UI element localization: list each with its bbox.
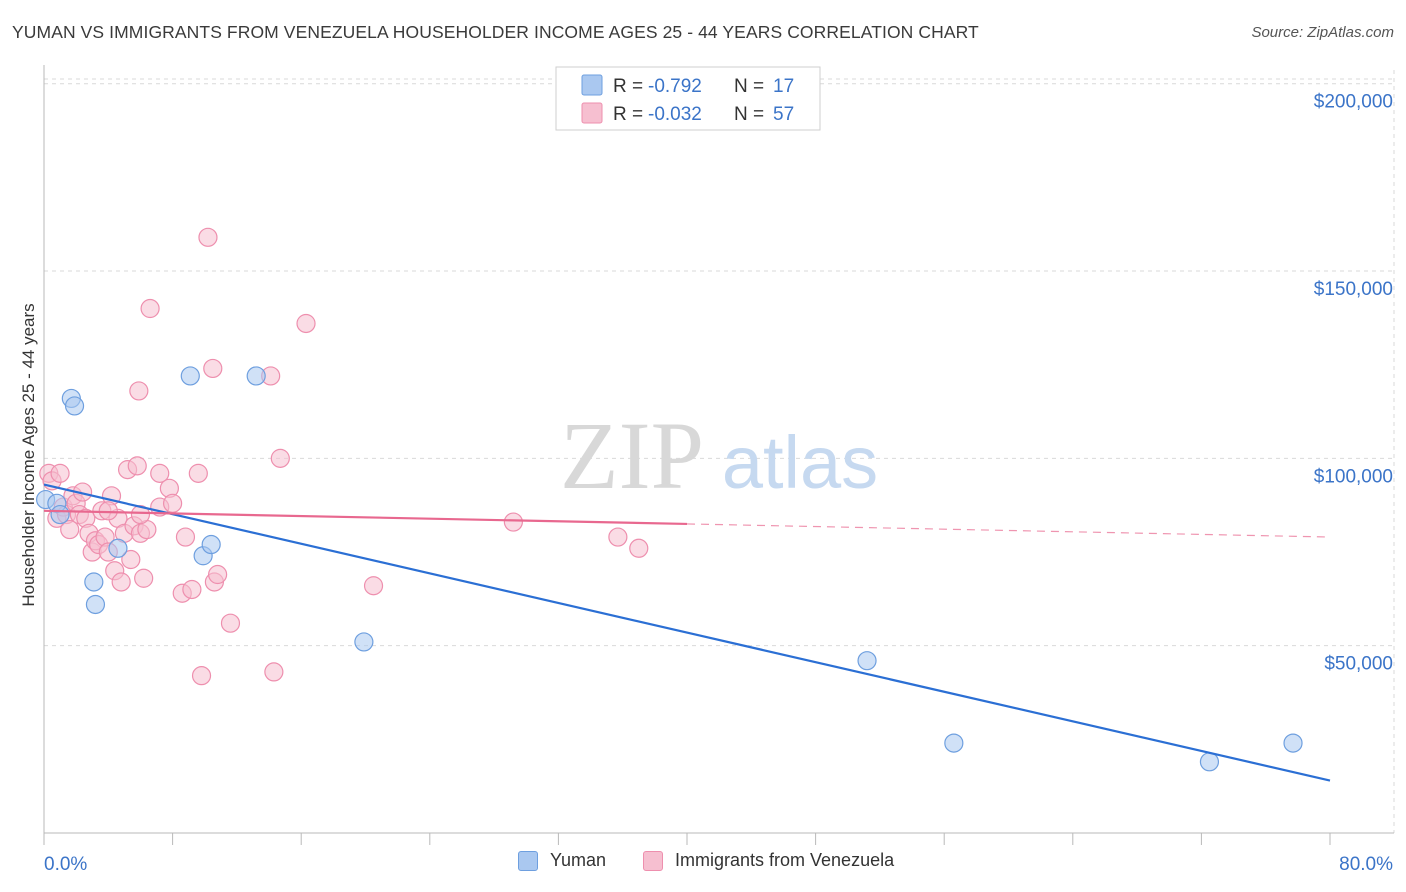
point-venezuela — [191, 666, 212, 686]
legend-n-label-venezuela: N = — [734, 104, 764, 125]
point-yuman — [1199, 752, 1220, 772]
point-venezuela — [60, 519, 80, 540]
legend-swatch-venezuela — [581, 102, 603, 124]
point-yuman — [857, 651, 877, 671]
point-venezuela — [203, 358, 223, 379]
point-venezuela — [98, 501, 118, 521]
point-venezuela — [198, 227, 218, 247]
y-axis-label: Householder Income Ages 25 - 44 years — [19, 303, 38, 606]
legend-label-yuman: Yuman — [550, 850, 607, 870]
point-venezuela — [188, 463, 208, 483]
point-venezuela — [220, 613, 241, 633]
point-venezuela — [50, 463, 70, 483]
legend-n-value-venezuela: 57 — [773, 104, 794, 125]
trend-lines — [43, 483, 1331, 782]
chart-title: YUMAN VS IMMIGRANTS FROM VENEZUELA HOUSE… — [12, 22, 979, 42]
legend-n-value-yuman: 17 — [773, 76, 794, 97]
point-yuman — [64, 396, 85, 416]
point-yuman — [246, 366, 266, 386]
trend-line-yuman — [43, 483, 1331, 782]
point-venezuela — [296, 313, 316, 334]
correlation-legend: R = -0.792 N = 17 R = -0.032 N = 57 — [555, 66, 821, 131]
legend-r-label-yuman: R = — [613, 76, 643, 97]
watermark-zip: ZIP — [560, 402, 704, 509]
point-venezuela — [130, 504, 151, 525]
point-venezuela — [129, 381, 149, 401]
point-venezuela — [363, 576, 384, 596]
point-yuman — [85, 594, 106, 615]
series-legend: Yuman Immigrants from Venezuela — [0, 850, 1406, 880]
y-tick-labels: $50,000 $100,000 $150,000 $200,000 — [1314, 92, 1393, 675]
x-tick-labels: 0.0% 80.0% — [44, 854, 1393, 875]
trend-line-venezuela — [43, 509, 688, 526]
x-tick-label-max: 80.0% — [1339, 854, 1393, 875]
point-venezuela — [150, 463, 170, 483]
point-venezuela — [264, 662, 284, 682]
point-yuman — [1283, 733, 1303, 753]
point-venezuela — [163, 493, 183, 513]
trend-line-venezuela-dashed — [686, 523, 1331, 538]
point-venezuela — [608, 527, 628, 547]
legend-swatch-yuman — [581, 74, 603, 96]
y-tick-label: $150,000 — [1314, 279, 1393, 300]
point-venezuela — [121, 549, 141, 570]
point-venezuela — [127, 456, 147, 476]
point-venezuela — [270, 448, 290, 468]
point-yuman — [944, 733, 964, 753]
point-venezuela — [208, 564, 228, 585]
point-venezuela — [111, 572, 131, 592]
watermark: ZIP atlas — [560, 402, 878, 509]
watermark-atlas: atlas — [722, 421, 878, 504]
point-venezuela — [175, 527, 196, 547]
point-yuman — [354, 632, 374, 652]
point-venezuela — [503, 512, 523, 532]
x-tick-label-min: 0.0% — [44, 854, 87, 875]
y-tick-label: $200,000 — [1314, 92, 1393, 113]
point-yuman — [108, 538, 128, 558]
legend-n-label-yuman: N = — [734, 76, 764, 97]
legend-item-yuman: Yuman — [518, 850, 606, 871]
point-venezuela — [140, 298, 160, 319]
legend-label-venezuela: Immigrants from Venezuela — [675, 850, 895, 870]
point-yuman — [180, 366, 200, 386]
point-yuman — [50, 504, 70, 525]
y-tick-label: $100,000 — [1314, 466, 1393, 487]
y-tick-label: $50,000 — [1324, 654, 1393, 675]
legend-swatch-venezuela — [643, 850, 663, 871]
legend-r-value-yuman: -0.792 — [648, 76, 702, 97]
point-venezuela — [182, 579, 202, 600]
legend-swatch-yuman — [518, 850, 538, 871]
grid-lines — [44, 70, 1395, 833]
source-label: Source: ZipAtlas.com — [1251, 24, 1394, 41]
point-venezuela — [134, 568, 154, 588]
point-yuman — [84, 572, 104, 592]
legend-r-value-venezuela: -0.032 — [648, 104, 702, 125]
legend-item-venezuela: Immigrants from Venezuela — [643, 850, 894, 871]
point-yuman — [201, 534, 221, 555]
axes — [43, 65, 1394, 845]
point-venezuela — [629, 538, 649, 558]
legend-r-label-venezuela: R = — [613, 104, 643, 125]
